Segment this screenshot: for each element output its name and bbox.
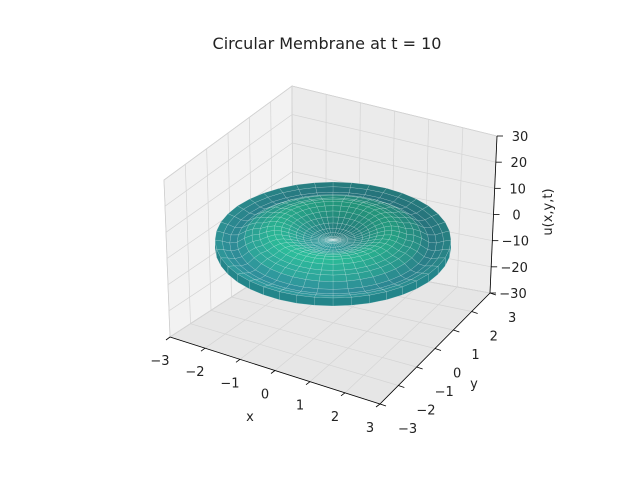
x-tick-label: 3 xyxy=(366,421,374,436)
x-tick-label: 2 xyxy=(331,410,339,425)
surface-patch xyxy=(296,217,308,225)
surface-patch xyxy=(230,227,243,236)
surface-patch xyxy=(229,234,239,244)
surface-patch xyxy=(325,237,334,241)
z-tick-label: 30 xyxy=(512,130,529,145)
surface-patch xyxy=(311,199,325,204)
grid-line xyxy=(163,85,498,181)
surface-patch xyxy=(296,229,306,236)
surface-patch xyxy=(214,230,224,242)
x-tick-label: −2 xyxy=(185,365,204,380)
x-tick xyxy=(270,370,276,374)
surface-patch xyxy=(332,186,351,194)
z-tick-label: 0 xyxy=(512,209,520,224)
y-tick xyxy=(471,311,478,314)
surface-patch xyxy=(227,205,244,217)
surface-patch xyxy=(243,202,261,214)
surface-patch xyxy=(278,184,300,193)
x-tick-label: −1 xyxy=(220,376,239,391)
surface-patch xyxy=(288,235,299,242)
surface-patch xyxy=(322,228,329,234)
surface-patch xyxy=(323,201,334,207)
surface-patch xyxy=(322,233,330,238)
z-tick-label: −30 xyxy=(499,287,526,302)
z-axis-label: u(x,y,t) xyxy=(541,188,556,235)
surface-patch xyxy=(332,269,347,276)
surface-patch xyxy=(286,215,298,224)
y-tick xyxy=(416,366,423,370)
x-tick xyxy=(235,359,241,363)
x-tick-label: 1 xyxy=(296,399,304,414)
x-tick-label: −3 xyxy=(150,354,169,369)
y-tick xyxy=(398,385,405,388)
y-tick xyxy=(434,348,442,351)
y-tick-label: 0 xyxy=(453,367,461,382)
surface-patch xyxy=(314,297,334,307)
surface-patch xyxy=(329,236,334,241)
surface-patch xyxy=(273,230,283,236)
surface-patch xyxy=(383,225,393,232)
surface-patch xyxy=(304,241,314,245)
surface-patch xyxy=(321,263,334,271)
surface-patch xyxy=(332,258,344,265)
surface-patch xyxy=(332,280,349,290)
x-tick xyxy=(375,403,381,408)
surface-patch xyxy=(309,198,324,201)
z-tick-label: −20 xyxy=(500,261,527,276)
x-ticks: −3 −2 −1 0 1 2 3 xyxy=(150,336,381,436)
surface-patch xyxy=(332,237,341,241)
y-tick-label: 3 xyxy=(508,311,516,326)
surface-patch xyxy=(288,232,297,239)
x-tick-label: 0 xyxy=(261,388,269,403)
z-tick-label: −10 xyxy=(502,235,529,250)
surface-patch xyxy=(315,186,334,194)
y-tick-label: −2 xyxy=(416,404,435,419)
y-tick-label: −1 xyxy=(435,385,454,400)
surface-patch xyxy=(301,214,312,223)
surface-patch xyxy=(290,206,304,214)
surface-patch xyxy=(383,230,393,236)
z-tick-label: 20 xyxy=(511,156,528,171)
z-ticks: −30 −20 −10 0 10 20 30 xyxy=(490,130,529,302)
x-tick xyxy=(200,347,206,352)
surface-patch xyxy=(318,274,334,282)
surface-patch xyxy=(319,269,334,276)
membrane-surface xyxy=(214,181,452,307)
surface-patch xyxy=(299,242,310,247)
chart-title: Circular Membrane at t = 10 xyxy=(213,34,442,53)
surface-patch xyxy=(317,280,334,290)
surface-patch xyxy=(227,257,242,267)
x-tick xyxy=(305,381,311,385)
surface-patch xyxy=(222,240,232,252)
surface-patch xyxy=(322,258,334,265)
surface-patch xyxy=(281,234,292,240)
surface-patch xyxy=(332,201,343,207)
y-tick-label: −3 xyxy=(398,422,417,437)
surface-patch xyxy=(240,212,256,222)
y-axis-label: y xyxy=(470,377,478,392)
surface-patch xyxy=(318,239,326,242)
x-axis-label: x xyxy=(246,410,254,425)
surface-patch xyxy=(214,239,217,258)
z-tick-label: 10 xyxy=(509,182,526,197)
surface-patch xyxy=(305,243,316,247)
y-tick xyxy=(379,403,387,407)
y-tick-label: 2 xyxy=(490,330,498,345)
surface-patch xyxy=(332,263,345,271)
surface-patch xyxy=(332,274,348,282)
y-tick xyxy=(453,329,460,333)
surface-patch xyxy=(332,236,337,241)
surface-patch xyxy=(229,242,239,252)
y-tick-label: 1 xyxy=(471,348,479,363)
surface-patch xyxy=(303,239,313,243)
x-tick xyxy=(165,336,171,341)
surface-patch xyxy=(332,297,352,307)
surface-patch xyxy=(297,204,311,211)
surface-patch xyxy=(273,225,283,232)
x-tick xyxy=(340,392,346,397)
surface-patch xyxy=(427,234,437,244)
